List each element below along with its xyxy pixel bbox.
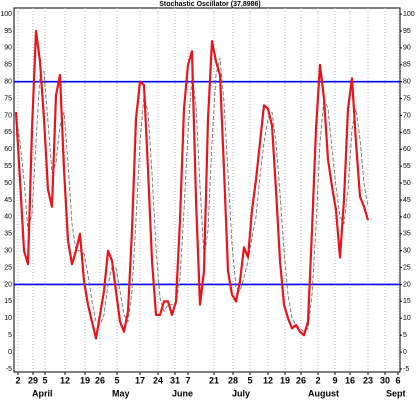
y-tick-label-left: 100 — [0, 11, 12, 18]
x-tick-label: 26 — [296, 375, 306, 385]
month-label: July — [232, 388, 250, 398]
y-tick-label-right: 50 — [403, 180, 411, 187]
y-tick-label-right: 10 — [403, 315, 411, 322]
y-tick-label-left: 70 — [4, 112, 12, 119]
x-tick-label: 5 — [42, 375, 47, 385]
y-tick-label-left: 15 — [4, 298, 12, 305]
y-tick-label-right: 60 — [403, 146, 411, 153]
y-tick-label-left: 10 — [4, 315, 12, 322]
y-tick-label-right: 55 — [403, 163, 411, 170]
y-tick-label-left: 40 — [4, 214, 12, 221]
y-tick-label-left: 20 — [4, 281, 12, 288]
plot-frame — [13, 7, 401, 373]
y-tick-label-left: 65 — [4, 129, 12, 136]
month-label: June — [172, 388, 193, 398]
y-tick-label-right: 15 — [403, 298, 411, 305]
chart-title: Stochastic Oscillator (37.8986) — [159, 1, 261, 8]
y-tick-label-right: 25 — [403, 264, 411, 271]
y-tick-label-right: 80 — [403, 79, 411, 86]
x-tick-label: 31 — [170, 375, 180, 385]
y-tick-label-left: 30 — [4, 248, 12, 255]
x-tick-label: 12 — [263, 375, 273, 385]
series-line — [15, 57, 369, 333]
x-tick-label: 2 — [15, 375, 20, 385]
x-tick-label: 12 — [60, 375, 70, 385]
y-tick-label-right: 100 — [403, 11, 415, 18]
y-tick-label-left: 0 — [8, 349, 12, 356]
y-tick-label-left: 85 — [4, 62, 12, 69]
y-tick-label-right: 90 — [403, 45, 411, 52]
y-tick-label-right: 35 — [403, 231, 411, 238]
x-tick-label: 6 — [395, 375, 400, 385]
y-tick-label-left: 25 — [4, 264, 12, 271]
x-tick-label: 29 — [28, 375, 38, 385]
y-tick-label-right: 70 — [403, 112, 411, 119]
x-tick-label: 24 — [153, 375, 163, 385]
y-tick-label-right: 30 — [403, 248, 411, 255]
y-tick-label-right: 5 — [403, 332, 407, 339]
x-tick-label: 2 — [315, 375, 320, 385]
x-tick-label: 7 — [185, 375, 190, 385]
x-tick-label: 23 — [363, 375, 373, 385]
y-tick-label-left: -5 — [6, 366, 12, 373]
x-tick-label: 19 — [80, 375, 90, 385]
x-tick-label: 26 — [95, 375, 105, 385]
y-tick-label-left: 75 — [4, 95, 12, 102]
x-tick-label: 16 — [345, 375, 355, 385]
month-label: May — [112, 388, 130, 398]
x-tick-label: 5 — [247, 375, 252, 385]
y-tick-label-left: 80 — [4, 79, 12, 86]
month-label: Sept — [386, 388, 406, 398]
y-tick-label-right: 40 — [403, 214, 411, 221]
y-tick-label-right: 65 — [403, 129, 411, 136]
month-label: August — [308, 388, 339, 398]
y-tick-label-left: 35 — [4, 231, 12, 238]
x-tick-label: 19 — [280, 375, 290, 385]
y-tick-label-left: 60 — [4, 146, 12, 153]
y-tick-label-left: 50 — [4, 180, 12, 187]
x-tick-label: 21 — [209, 375, 219, 385]
y-tick-label-left: 90 — [4, 45, 12, 52]
month-label: April — [32, 388, 53, 398]
x-tick-label: 9 — [332, 375, 337, 385]
x-tick-label: 17 — [135, 375, 145, 385]
x-tick-label: 28 — [228, 375, 238, 385]
y-tick-label-right: 95 — [403, 28, 411, 35]
y-tick-label-right: -5 — [403, 366, 409, 373]
y-tick-label-right: 20 — [403, 281, 411, 288]
y-tick-label-left: 45 — [4, 197, 12, 204]
series-line — [14, 29, 370, 340]
x-tick-label: 5 — [114, 375, 119, 385]
y-tick-label-right: 45 — [403, 197, 411, 204]
y-tick-label-left: 95 — [4, 28, 12, 35]
y-tick-label-right: 0 — [403, 349, 407, 356]
y-tick-label-left: 55 — [4, 163, 12, 170]
y-tick-label-left: 5 — [8, 332, 12, 339]
y-tick-label-right: 75 — [403, 95, 411, 102]
x-tick-label: 30 — [380, 375, 390, 385]
y-tick-label-right: 85 — [403, 62, 411, 69]
